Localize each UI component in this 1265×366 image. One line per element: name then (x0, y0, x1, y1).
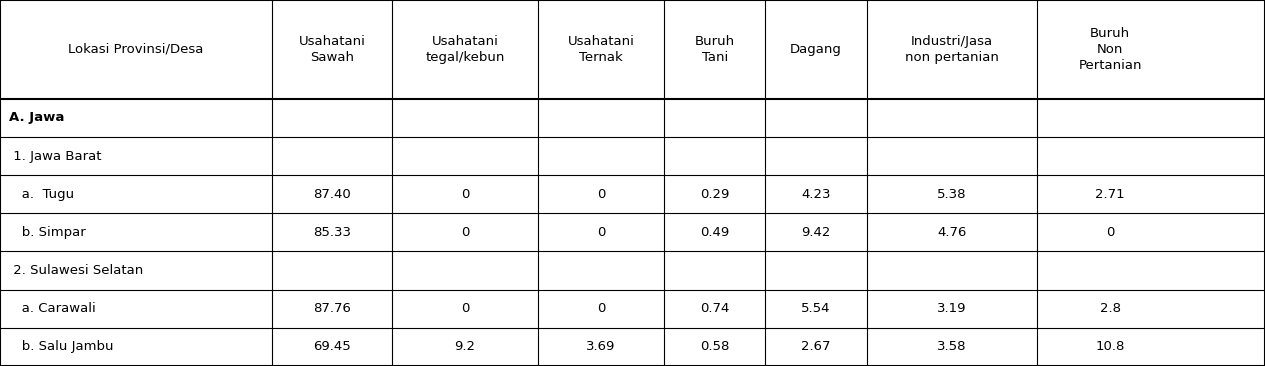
Text: Dagang: Dagang (789, 43, 842, 56)
Text: 3.58: 3.58 (937, 340, 966, 354)
Text: 0: 0 (460, 302, 469, 315)
Text: 87.76: 87.76 (314, 302, 350, 315)
Text: Usahatani
tegal/kebun: Usahatani tegal/kebun (425, 35, 505, 64)
Text: Buruh
Tani: Buruh Tani (694, 35, 735, 64)
Text: 0.58: 0.58 (700, 340, 730, 354)
Text: 87.40: 87.40 (314, 188, 350, 201)
Text: 69.45: 69.45 (314, 340, 350, 354)
Text: 0.74: 0.74 (700, 302, 730, 315)
Text: b. Salu Jambu: b. Salu Jambu (9, 340, 114, 354)
Text: 2.8: 2.8 (1099, 302, 1121, 315)
Text: 0: 0 (460, 226, 469, 239)
Text: 0: 0 (597, 188, 605, 201)
Text: Usahatani
Ternak: Usahatani Ternak (568, 35, 634, 64)
Text: 2.71: 2.71 (1095, 188, 1125, 201)
Text: 2. Sulawesi Selatan: 2. Sulawesi Selatan (9, 264, 143, 277)
Text: b. Simpar: b. Simpar (9, 226, 86, 239)
Text: Usahatani
Sawah: Usahatani Sawah (299, 35, 366, 64)
Text: Buruh
Non
Pertanian: Buruh Non Pertanian (1078, 27, 1142, 72)
Text: 3.19: 3.19 (937, 302, 966, 315)
Text: Lokasi Provinsi/Desa: Lokasi Provinsi/Desa (68, 43, 204, 56)
Text: A. Jawa: A. Jawa (9, 111, 65, 124)
Text: 0.29: 0.29 (700, 188, 730, 201)
Text: 4.23: 4.23 (801, 188, 831, 201)
Text: a.  Tugu: a. Tugu (9, 188, 73, 201)
Text: 5.54: 5.54 (801, 302, 831, 315)
Text: 2.67: 2.67 (801, 340, 831, 354)
Text: 5.38: 5.38 (937, 188, 966, 201)
Text: 9.42: 9.42 (801, 226, 831, 239)
Text: 3.69: 3.69 (586, 340, 616, 354)
Text: 1. Jawa Barat: 1. Jawa Barat (9, 150, 101, 163)
Text: 0: 0 (597, 226, 605, 239)
Text: 85.33: 85.33 (312, 226, 352, 239)
Text: 0: 0 (597, 302, 605, 315)
Text: 9.2: 9.2 (454, 340, 476, 354)
Text: a. Carawali: a. Carawali (9, 302, 96, 315)
Text: 4.76: 4.76 (937, 226, 966, 239)
Text: 10.8: 10.8 (1095, 340, 1125, 354)
Text: 0: 0 (1106, 226, 1114, 239)
Text: 0.49: 0.49 (700, 226, 730, 239)
Text: 0: 0 (460, 188, 469, 201)
Text: Industri/Jasa
non pertanian: Industri/Jasa non pertanian (904, 35, 999, 64)
